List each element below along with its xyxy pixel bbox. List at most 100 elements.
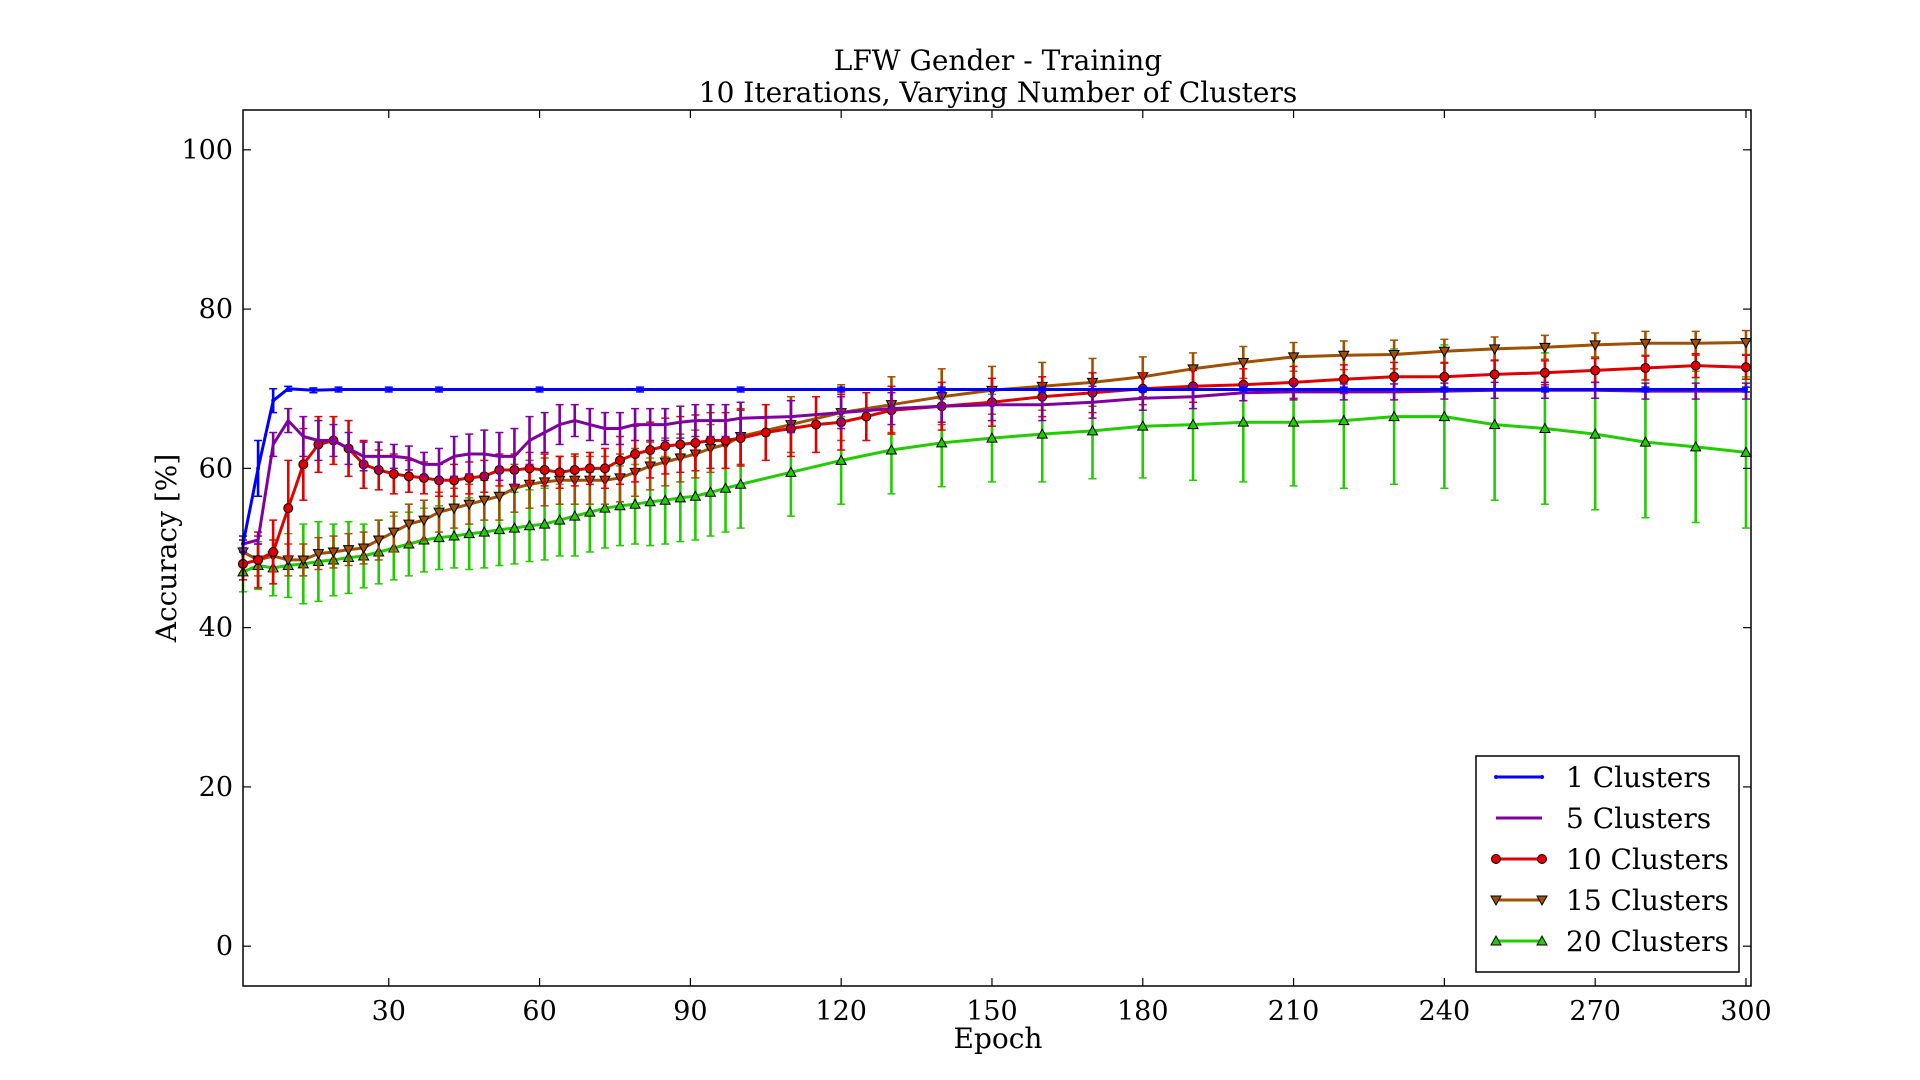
data-point [1389, 371, 1400, 382]
data-point [1489, 369, 1500, 380]
series-1 [239, 385, 1750, 553]
data-point [508, 522, 521, 533]
data-point [615, 455, 625, 466]
data-point [298, 459, 309, 470]
data-point [583, 506, 596, 517]
data-point [433, 531, 445, 543]
data-point [1690, 360, 1701, 371]
data-point [357, 543, 370, 555]
data-point [1539, 342, 1551, 354]
data-point [785, 466, 797, 477]
data-point [1086, 424, 1099, 436]
data-point [1337, 350, 1350, 362]
data-point [1439, 371, 1450, 382]
legend-marker [1536, 895, 1548, 907]
data-point [283, 503, 294, 514]
data-point [811, 419, 822, 430]
x-tick-label: 60 [522, 996, 556, 1027]
data-point [644, 495, 657, 507]
y-tick-label: 20 [199, 772, 233, 803]
data-point [638, 387, 643, 392]
data-point [463, 499, 476, 511]
data-point [1341, 387, 1346, 392]
data-point [311, 388, 316, 393]
data-point [493, 491, 506, 503]
x-tick-label: 90 [673, 996, 707, 1027]
data-point [448, 530, 460, 541]
data-point [1140, 387, 1145, 392]
legend-marker [1490, 934, 1502, 946]
data-point [1237, 416, 1250, 427]
data-point [935, 436, 948, 448]
y-tick-label: 60 [199, 453, 233, 484]
data-point [689, 490, 702, 501]
legend-marker [1540, 775, 1544, 779]
data-point [614, 499, 626, 511]
legend-marker [1490, 895, 1502, 907]
data-point [386, 387, 391, 392]
data-point [569, 464, 580, 475]
x-tick-label: 30 [372, 996, 406, 1027]
data-point [1539, 367, 1550, 378]
x-tick-label: 270 [1569, 996, 1621, 1027]
x-axis-label: Epoch [954, 1022, 1043, 1055]
chart-title: LFW Gender - Training [834, 44, 1163, 77]
data-point [493, 523, 506, 535]
data-point [1639, 436, 1652, 447]
y-axis: 0 20 40 60 80 100 [181, 135, 1751, 962]
x-tick-label: 240 [1419, 996, 1471, 1027]
series-line [242, 388, 1746, 546]
data-point [861, 411, 872, 422]
legend-label: 10 Clusters [1566, 843, 1729, 876]
data-point [256, 466, 261, 471]
legend-label: 15 Clusters [1566, 884, 1729, 917]
legend: 1 Clusters 5 Clusters 10 Clusters 15 Cluste… [1475, 755, 1740, 973]
data-point [599, 502, 611, 513]
data-point [690, 437, 701, 448]
data-point [271, 398, 276, 403]
data-point [1241, 387, 1246, 392]
data-point [268, 546, 279, 557]
data-point [584, 463, 595, 474]
data-point [433, 507, 445, 519]
data-point [738, 387, 743, 392]
data-point [1388, 410, 1400, 422]
data-point [1338, 374, 1349, 385]
x-axis: 30 60 90 120 150 180 210 240 270 300 [372, 110, 1772, 1027]
data-point [630, 449, 641, 460]
data-point [1187, 418, 1199, 430]
chart-subtitle: 10 Iterations, Varying Number of Cluster… [699, 76, 1297, 109]
data-point [1287, 416, 1300, 427]
data-point [478, 526, 491, 537]
data-point [1237, 357, 1250, 369]
y-tick-label: 100 [181, 135, 233, 166]
data-point [1442, 387, 1447, 392]
data-point [387, 527, 400, 539]
legend-marker [1491, 854, 1501, 864]
data-point [403, 519, 415, 531]
data-point [437, 387, 442, 392]
legend-box [1475, 755, 1740, 973]
plot-frame [242, 109, 1752, 987]
y-axis-label: Accuracy [%] [150, 454, 183, 644]
x-tick-label: 210 [1268, 996, 1320, 1027]
data-point [523, 519, 536, 531]
data-point [629, 498, 641, 509]
legend-label: 5 Clusters [1566, 802, 1711, 835]
data-point [1287, 352, 1300, 363]
data-point [1040, 387, 1045, 392]
data-point [342, 545, 355, 556]
data-point [403, 471, 414, 482]
data-point [539, 464, 550, 475]
data-point [704, 486, 717, 497]
data-point [418, 515, 430, 527]
data-point [1539, 422, 1551, 434]
data-point [659, 494, 672, 505]
data-point [524, 463, 535, 474]
x-tick-label: 150 [966, 996, 1018, 1027]
y-tick-label: 40 [199, 613, 233, 644]
data-point [734, 478, 747, 489]
data-point [568, 510, 581, 521]
data-point [1639, 338, 1652, 350]
